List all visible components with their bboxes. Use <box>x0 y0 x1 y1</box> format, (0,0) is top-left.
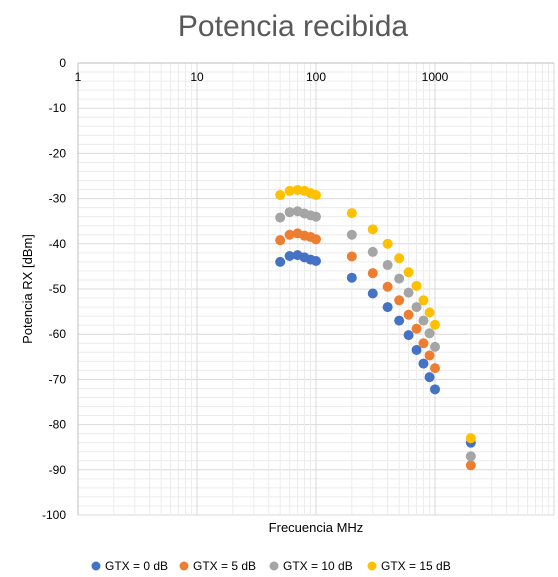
data-point <box>347 208 357 218</box>
data-point <box>311 212 321 222</box>
legend-marker <box>92 562 101 571</box>
data-point <box>383 239 393 249</box>
data-point <box>275 190 285 200</box>
y-tick-label: -40 <box>49 237 67 251</box>
legend: GTX = 0 dB GTX = 5 dB GTX = 10 dB GTX = 15 … <box>92 559 451 573</box>
x-tick-label: 100 <box>306 70 326 84</box>
data-point <box>275 213 285 223</box>
data-point <box>311 256 321 266</box>
y-tick-label: -10 <box>49 101 67 115</box>
data-point <box>425 372 435 382</box>
data-point <box>275 257 285 267</box>
y-tick-label: -50 <box>49 282 67 296</box>
data-point <box>368 224 378 234</box>
y-tick-label: -60 <box>49 327 67 341</box>
data-point <box>430 342 440 352</box>
legend-label: GTX = 15 dB <box>381 559 451 573</box>
data-point <box>412 281 422 291</box>
y-axis-title: Potencia RX [dBm] <box>20 234 35 344</box>
y-tick-label: 0 <box>59 56 66 70</box>
data-point <box>418 316 428 326</box>
data-point <box>418 359 428 369</box>
legend-marker <box>180 562 189 571</box>
legend-marker <box>368 562 377 571</box>
data-point <box>425 350 435 360</box>
data-point <box>394 274 404 284</box>
data-points <box>275 185 476 470</box>
data-point <box>430 363 440 373</box>
data-point <box>347 273 357 283</box>
data-point <box>418 295 428 305</box>
data-point <box>425 328 435 338</box>
data-point <box>368 247 378 257</box>
chart-title: Potencia recibida <box>178 10 408 43</box>
data-point <box>275 235 285 245</box>
data-point <box>394 295 404 305</box>
data-point <box>412 324 422 334</box>
data-point <box>466 451 476 461</box>
data-point <box>404 288 414 298</box>
legend-marker <box>270 562 279 571</box>
y-tick-label: -30 <box>49 192 67 206</box>
legend-label: GTX = 5 dB <box>193 559 256 573</box>
data-point <box>311 190 321 200</box>
data-point <box>404 310 414 320</box>
data-point <box>383 282 393 292</box>
series-3 <box>275 185 476 443</box>
legend-label: GTX = 10 dB <box>283 559 353 573</box>
y-tick-label: -90 <box>49 463 67 477</box>
data-point <box>430 384 440 394</box>
data-point <box>466 433 476 443</box>
grid <box>78 63 554 515</box>
data-point <box>383 302 393 312</box>
data-point <box>425 308 435 318</box>
y-tick-label: -70 <box>49 372 67 386</box>
data-point <box>394 316 404 326</box>
x-tick-label: 1 <box>75 70 82 84</box>
legend-label: GTX = 0 dB <box>105 559 168 573</box>
x-tick-label: 10 <box>190 70 204 84</box>
data-point <box>404 330 414 340</box>
data-point <box>394 253 404 263</box>
data-point <box>466 460 476 470</box>
data-point <box>368 289 378 299</box>
data-point <box>383 260 393 270</box>
x-axis-title: Frecuencia MHz <box>269 520 364 535</box>
data-point <box>430 320 440 330</box>
y-tick-label: -100 <box>42 508 66 522</box>
y-tick-label: -80 <box>49 418 67 432</box>
data-point <box>347 230 357 240</box>
data-point <box>347 251 357 261</box>
x-tick-label: 1000 <box>422 70 449 84</box>
data-point <box>404 267 414 277</box>
data-point <box>418 338 428 348</box>
data-point <box>368 268 378 278</box>
data-point <box>311 234 321 244</box>
y-tick-label: -20 <box>49 146 67 160</box>
